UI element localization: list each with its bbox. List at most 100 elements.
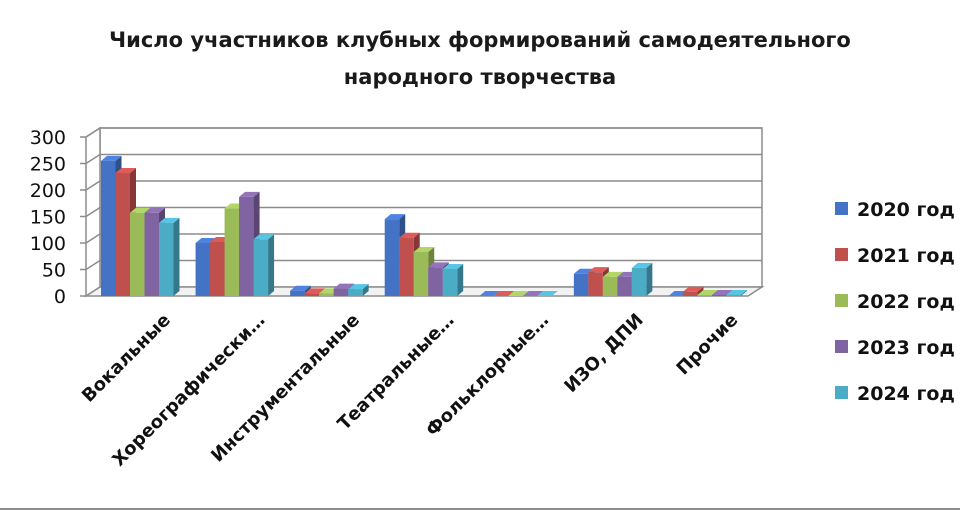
gridline: [85, 233, 762, 244]
bars: [101, 155, 747, 296]
bar-front: [697, 294, 712, 296]
x-category-label: Хореографически…: [108, 310, 269, 471]
bar-front: [428, 267, 443, 296]
bar: [537, 291, 558, 296]
bar-front: [348, 289, 363, 296]
bar-side: [173, 217, 180, 296]
bar-front: [726, 294, 741, 296]
bar-front: [130, 212, 145, 296]
gridline: [85, 180, 762, 191]
bar-top: [304, 288, 326, 294]
bar-top: [253, 234, 275, 240]
legend-swatch: [835, 202, 848, 215]
bar-front: [239, 196, 254, 296]
legend: 2020 год 2021 год 2022 год 2023 год 2024 год: [835, 199, 955, 405]
x-category-label: ИЗО, ДПИ: [560, 310, 647, 397]
legend-item: 2021 год: [835, 245, 955, 267]
legend-item: 2023 год: [835, 337, 955, 359]
bar-top: [130, 207, 151, 213]
bar-front: [617, 276, 632, 296]
bar-top: [522, 291, 544, 296]
y-tick-label: 150: [30, 207, 66, 229]
legend-swatch: [835, 294, 848, 307]
y-axis-ticks: 300 250 200 150 100 50 0: [30, 127, 86, 308]
x-axis-categories: ВокальныеХореографически…Инструментальны…: [78, 310, 742, 471]
bar-top: [537, 291, 558, 296]
legend-label: 2024 год: [857, 383, 955, 405]
bar-front: [442, 268, 458, 296]
bar-top: [602, 271, 624, 277]
bar-front: [101, 160, 116, 296]
bar-front: [144, 212, 159, 296]
chart-title-line-1: Число участников клубных формирований са…: [109, 28, 851, 52]
bar-top: [697, 289, 718, 295]
bar-front: [253, 239, 269, 296]
legend-item: 2022 год: [835, 291, 955, 313]
bar-front: [711, 294, 727, 296]
gridline: [85, 259, 762, 271]
bar-top: [101, 155, 122, 161]
bar-top: [239, 191, 260, 197]
bar-front: [224, 208, 240, 296]
bar-top: [115, 168, 136, 174]
bar-top: [493, 291, 515, 296]
bar: [442, 263, 464, 296]
legend-label: 2022 год: [857, 291, 955, 313]
y-tick-label: 0: [54, 286, 66, 308]
x-category-label: Прочие: [673, 310, 743, 380]
bar: [508, 291, 529, 296]
gridline: [85, 153, 762, 165]
legend-label: 2020 год: [857, 199, 955, 221]
bar-top: [333, 283, 355, 289]
bar-top: [144, 207, 165, 213]
y-tick-label: 300: [30, 127, 66, 149]
bar-top: [711, 289, 733, 295]
legend-swatch: [835, 248, 848, 261]
gridline: [85, 127, 762, 138]
bar-top: [428, 262, 449, 268]
bar-front: [290, 290, 305, 296]
bar-top: [508, 291, 529, 296]
bar-front: [413, 252, 429, 296]
bar-front: [682, 291, 698, 296]
legend-label: 2023 год: [857, 337, 955, 359]
bar-side: [362, 284, 369, 296]
bar-side: [740, 289, 747, 296]
legend-item: 2020 год: [835, 199, 955, 221]
bar: [631, 262, 653, 296]
bar-front: [384, 219, 400, 296]
bar-top: [399, 232, 420, 238]
bar-front: [399, 237, 414, 296]
bar: [522, 291, 544, 296]
bar-front: [210, 241, 225, 296]
bar-top: [726, 289, 747, 295]
bar-front: [588, 272, 603, 296]
bar: [253, 234, 275, 296]
bar-side: [457, 263, 464, 296]
chart-title-line-2: народного творчества: [343, 65, 617, 89]
bar: [159, 217, 180, 296]
bar-front: [631, 267, 647, 296]
y-tick-label: 50: [42, 260, 66, 282]
bar-top: [588, 267, 609, 273]
legend-swatch: [835, 340, 848, 353]
bar-side: [268, 234, 275, 296]
gridlines: [85, 127, 762, 271]
y-tick-label: 200: [30, 180, 66, 202]
bar-top: [413, 247, 435, 253]
bar-top: [290, 285, 311, 291]
bar-front: [304, 293, 320, 296]
bar-top: [442, 263, 464, 269]
gridline: [85, 206, 762, 218]
bar-front: [195, 243, 211, 296]
x-category-label: Вокальные: [78, 310, 175, 407]
bar-top: [631, 262, 653, 268]
bar-front: [573, 273, 589, 296]
bar-top: [682, 286, 704, 292]
bar: [348, 284, 369, 296]
bar-top: [479, 291, 500, 296]
bar: [479, 291, 500, 296]
chart-title: Число участников клубных формирований са…: [0, 22, 960, 96]
